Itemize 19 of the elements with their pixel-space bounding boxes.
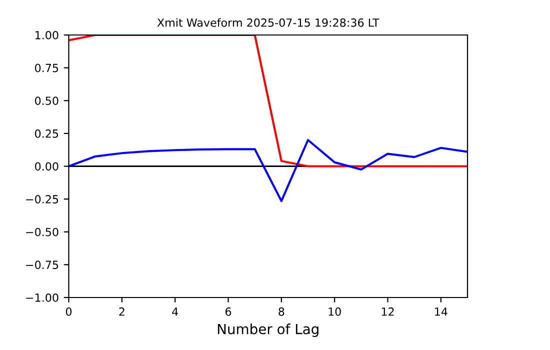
x-tick-label: 8 — [278, 307, 284, 316]
x-tick-label: 4 — [172, 308, 178, 316]
y-tick-label: −0.75 — [26, 260, 58, 270]
y-tick-label: 1.00 — [36, 30, 58, 40]
y-tick-label: 0.00 — [35, 162, 58, 171]
y-tick-label: 0.50 — [35, 96, 58, 106]
x-tick-label: 14 — [435, 308, 448, 316]
chart-title: Xmit Waveform 2025-07-15 19:28:36 LT — [157, 18, 380, 27]
x-tick-label: 12 — [382, 307, 394, 316]
y-tick-label: −0.25 — [26, 195, 58, 204]
y-tick-label: 0.75 — [35, 64, 58, 72]
y-tick-label: −0.50 — [26, 228, 58, 236]
x-tick-label: 10 — [328, 307, 341, 316]
x-tick-label: 2 — [119, 307, 124, 316]
x-axis-title: Number of Lag — [218, 324, 318, 337]
y-tick-label: 0.25 — [35, 129, 58, 138]
x-tick-label: 6 — [225, 307, 232, 316]
y-tick-label: −1.00 — [26, 293, 58, 302]
x-tick-label: 0 — [66, 307, 72, 316]
